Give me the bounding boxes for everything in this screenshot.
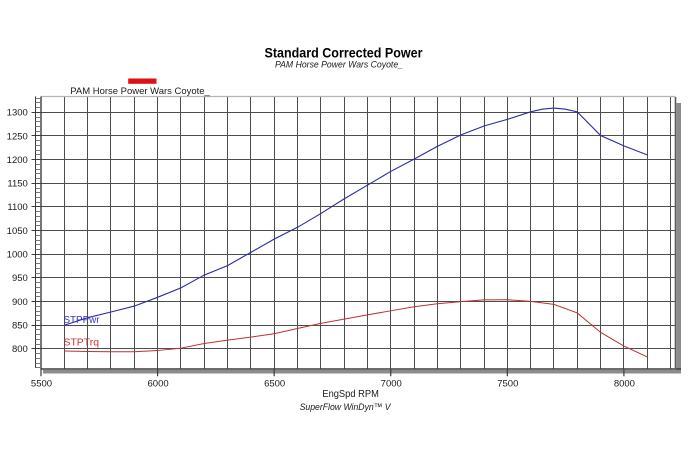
svg-text:950: 950	[12, 273, 28, 284]
svg-text:1200: 1200	[7, 155, 28, 166]
svg-text:1250: 1250	[7, 131, 28, 142]
svg-text:8000: 8000	[614, 378, 635, 389]
svg-text:Standard Corrected Power: Standard Corrected Power	[265, 45, 424, 60]
svg-text:800: 800	[12, 344, 28, 355]
svg-text:850: 850	[12, 321, 28, 332]
svg-text:7500: 7500	[497, 378, 518, 389]
svg-text:1150: 1150	[7, 179, 27, 190]
svg-text:900: 900	[12, 297, 28, 308]
svg-text:STPPwr: STPPwr	[64, 315, 101, 326]
svg-text:EngSpd RPM: EngSpd RPM	[322, 389, 379, 400]
svg-text:PAM Horse Power Wars Coyote_: PAM Horse Power Wars Coyote_	[70, 86, 210, 97]
svg-text:STPTrq: STPTrq	[64, 338, 100, 349]
svg-text:7000: 7000	[381, 378, 402, 389]
svg-text:PAM Horse Power Wars Coyote_: PAM Horse Power Wars Coyote_	[275, 60, 403, 71]
svg-text:SuperFlow WinDyn™ V: SuperFlow WinDyn™ V	[300, 402, 393, 413]
svg-text:1050: 1050	[7, 226, 28, 237]
svg-text:1300: 1300	[7, 108, 28, 119]
svg-text:6000: 6000	[148, 378, 169, 389]
svg-text:1100: 1100	[7, 202, 27, 213]
svg-text:5500: 5500	[31, 378, 52, 389]
svg-text:6500: 6500	[264, 378, 285, 389]
svg-text:1000: 1000	[7, 250, 28, 261]
